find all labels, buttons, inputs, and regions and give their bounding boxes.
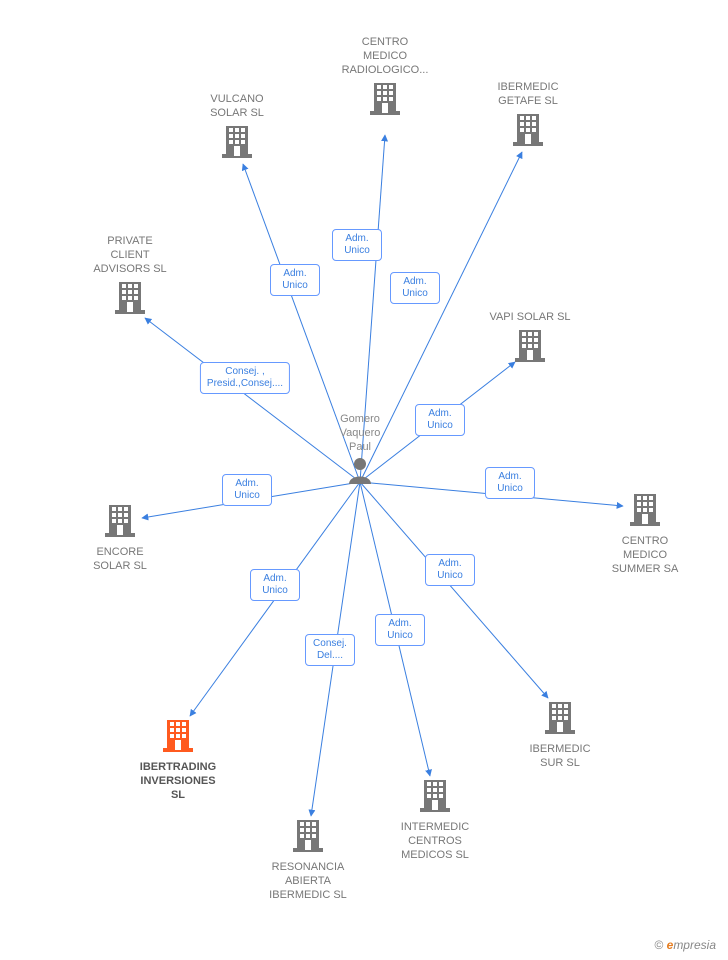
footer-attribution: © empresia [654, 938, 716, 952]
company-node: CENTRO MEDICO SUMMER SA [585, 492, 705, 576]
company-node: INTERMEDIC CENTROS MEDICOS SL [375, 778, 495, 862]
company-node: RESONANCIA ABIERTA IBERMEDIC SL [248, 818, 368, 902]
building-icon [105, 503, 135, 541]
relationship-label: Consej. , Presid.,Consej.... [200, 362, 290, 394]
company-label: RESONANCIA ABIERTA IBERMEDIC SL [248, 860, 368, 902]
relationship-label: Adm. Unico [332, 229, 382, 261]
person-label: Gomero Vaquero Paul [310, 412, 410, 454]
company-label: IBERMEDIC SUR SL [500, 742, 620, 770]
company-label: ENCORE SOLAR SL [60, 545, 180, 573]
company-node: VULCANO SOLAR SL [177, 92, 297, 162]
building-icon [630, 492, 660, 530]
building-icon [515, 328, 545, 366]
relationship-edge [360, 482, 548, 698]
brand-rest: mpresia [673, 938, 716, 952]
company-label: PRIVATE CLIENT ADVISORS SL [70, 234, 190, 276]
company-label: VAPI SOLAR SL [470, 310, 590, 324]
building-icon [545, 700, 575, 738]
company-label: VULCANO SOLAR SL [177, 92, 297, 120]
company-node: IBERTRADING INVERSIONES SL [118, 718, 238, 802]
building-icon [513, 112, 543, 150]
company-node: PRIVATE CLIENT ADVISORS SL [70, 234, 190, 318]
building-icon [115, 280, 145, 318]
company-label: IBERTRADING INVERSIONES SL [118, 760, 238, 802]
company-label: INTERMEDIC CENTROS MEDICOS SL [375, 820, 495, 862]
company-node: ENCORE SOLAR SL [60, 503, 180, 573]
company-label: IBERMEDIC GETAFE SL [468, 80, 588, 108]
network-diagram: Gomero Vaquero Paul CENTRO MEDICO RADIOL… [0, 0, 728, 960]
building-icon [293, 818, 323, 856]
company-node: IBERMEDIC SUR SL [500, 700, 620, 770]
building-icon [420, 778, 450, 816]
company-node: VAPI SOLAR SL [470, 310, 590, 366]
company-node: IBERMEDIC GETAFE SL [468, 80, 588, 150]
person-icon [347, 475, 373, 487]
building-icon [222, 124, 252, 162]
company-label: CENTRO MEDICO RADIOLOGICO... [325, 35, 445, 77]
relationship-label: Adm. Unico [250, 569, 300, 601]
relationship-label: Adm. Unico [485, 467, 535, 499]
relationship-label: Adm. Unico [375, 614, 425, 646]
relationship-label: Adm. Unico [222, 474, 272, 506]
copyright-symbol: © [654, 938, 663, 952]
relationship-label: Adm. Unico [390, 272, 440, 304]
person-node: Gomero Vaquero Paul [310, 412, 410, 488]
building-icon [163, 718, 193, 756]
company-node: CENTRO MEDICO RADIOLOGICO... [325, 35, 445, 119]
relationship-label: Adm. Unico [425, 554, 475, 586]
relationship-label: Consej. Del.... [305, 634, 355, 666]
relationship-label: Adm. Unico [415, 404, 465, 436]
building-icon [370, 81, 400, 119]
company-label: CENTRO MEDICO SUMMER SA [585, 534, 705, 576]
relationship-label: Adm. Unico [270, 264, 320, 296]
